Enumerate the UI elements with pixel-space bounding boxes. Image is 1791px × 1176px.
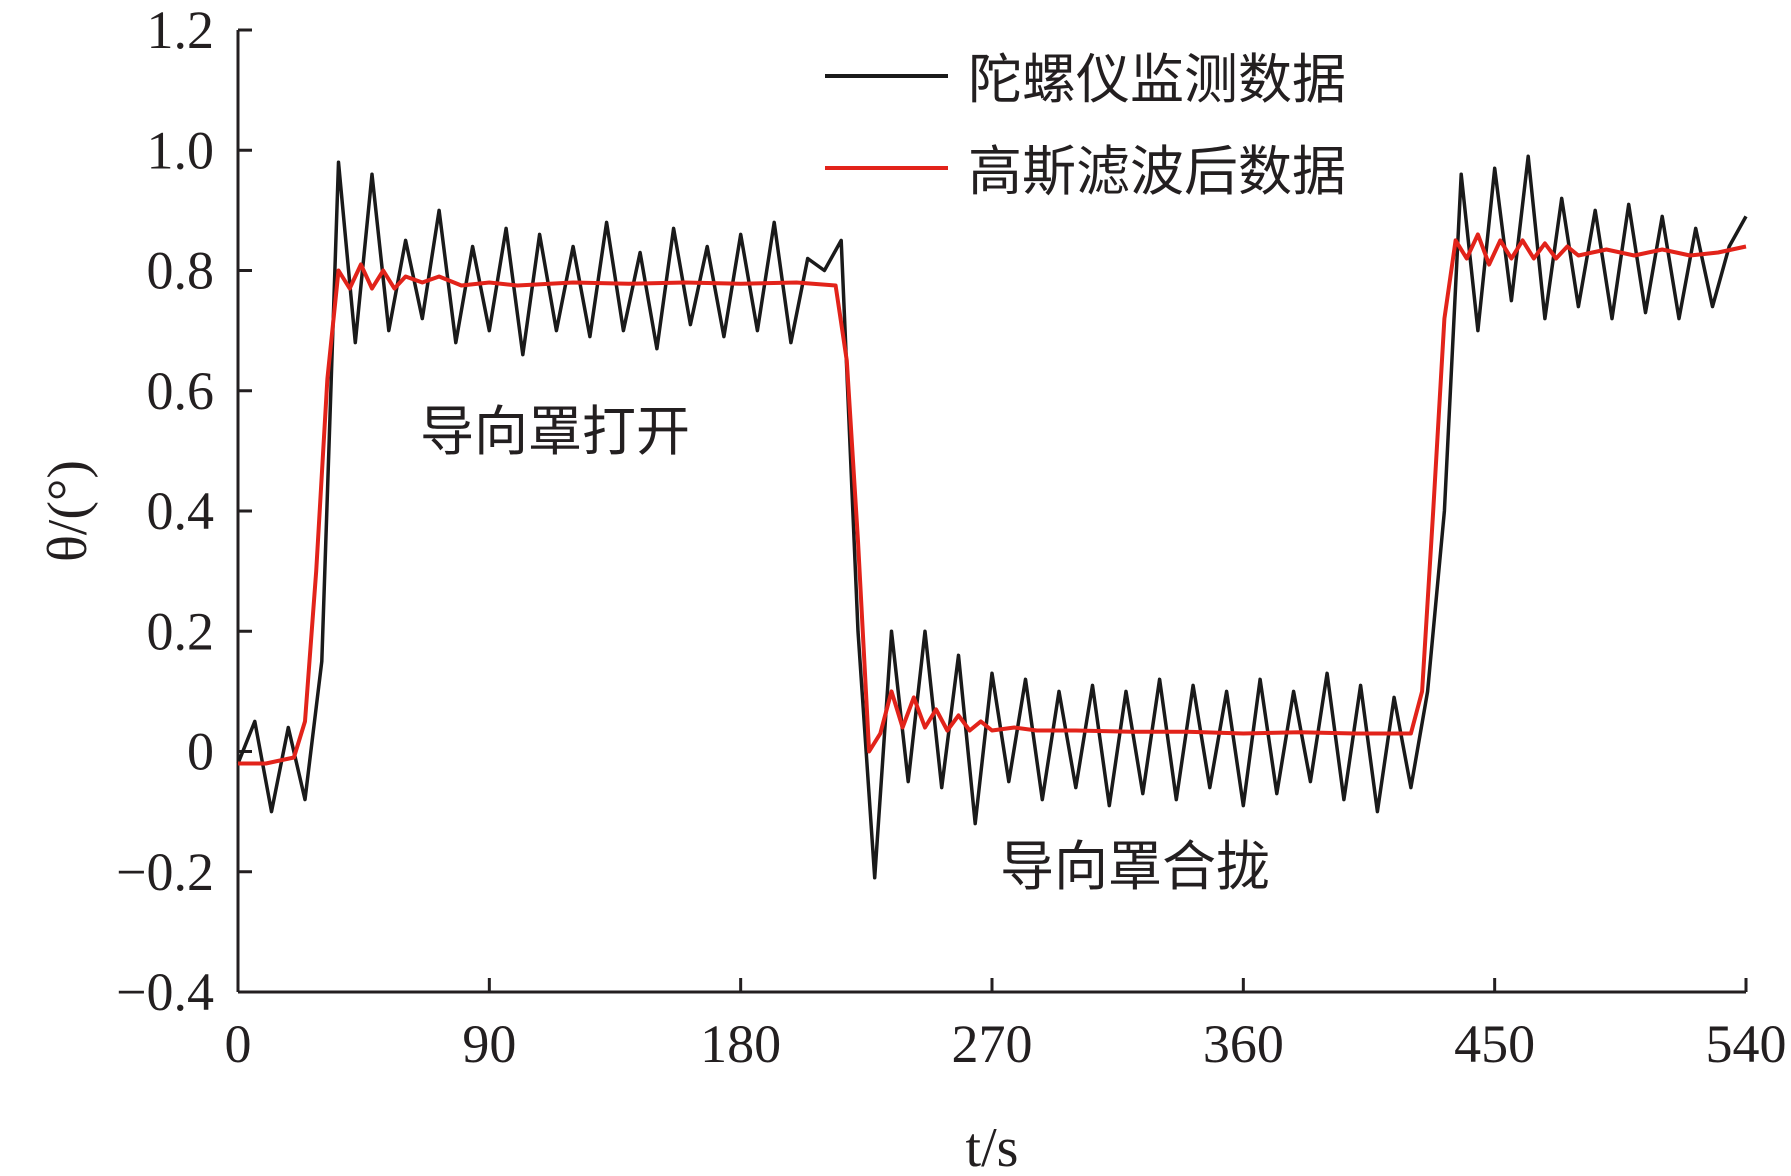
y-tick-label: −0.2 [116,842,214,902]
x-tick-label: 360 [1203,1014,1284,1074]
x-tick-label: 90 [462,1014,516,1074]
ticks: 0 90 180 270 360 450 540 −0.4 −0.2 0 0.2 0.4 0.6 0.8 1… [116,0,1786,1074]
y-tick-label: 0 [187,722,214,782]
x-tick-label: 180 [700,1014,781,1074]
y-tick-label: 0.8 [147,241,215,301]
filtered-line [238,232,1747,766]
x-axis-label: t/s [966,1117,1019,1176]
y-tick-label: 0.2 [147,601,215,661]
y-tick-label: 0.4 [147,481,215,541]
y-tick-label: 1.2 [147,0,215,60]
annotation-close: 导向罩合拢 [1000,835,1270,898]
x-tick-label: 540 [1706,1014,1787,1074]
series-layer [236,154,1748,880]
legend-label-gyro: 陀螺仪监测数据 [968,48,1346,111]
y-tick-label: 1.0 [147,120,215,180]
gyro-raw-line [236,154,1748,880]
y-axis-label: θ/(°) [37,460,99,562]
series-gyro-raw [236,154,1748,880]
y-tick-label: 0.6 [147,361,215,421]
series-gaussian-filtered [238,232,1747,766]
x-tick-label: 450 [1454,1014,1535,1074]
annotation-open: 导向罩打开 [420,400,690,463]
y-tick-label: −0.4 [116,962,214,1022]
x-tick-label: 270 [952,1014,1033,1074]
legend: 陀螺仪监测数据 高斯滤波后数据 [825,48,1346,203]
x-tick-label: 0 [225,1014,252,1074]
legend-label-filtered: 高斯滤波后数据 [968,140,1346,203]
